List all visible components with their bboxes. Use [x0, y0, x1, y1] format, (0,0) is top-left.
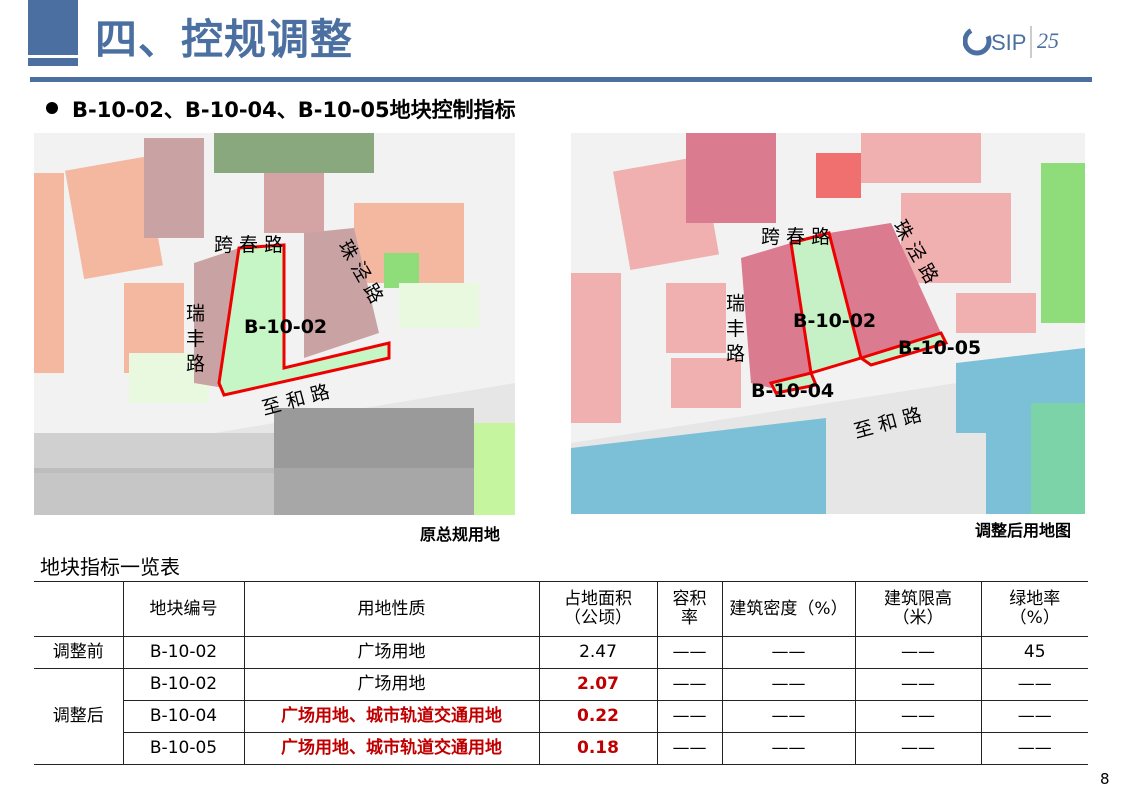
subtitle-text: B-10-02、B-10-04、B-10-05地块控制指标: [72, 98, 516, 122]
height-limit: ——: [854, 732, 982, 765]
area: 2.47: [538, 636, 658, 669]
header-block-small: [28, 58, 78, 66]
table-row: 调整前 B-10-02 广场用地 2.47 —— —— —— 45: [34, 636, 1088, 669]
density: ——: [721, 668, 856, 701]
land-use: 广场用地: [243, 668, 540, 701]
map-caption-original: 原总规用地: [420, 525, 501, 544]
road-label-kuachun: 跨 春 路: [761, 226, 830, 248]
parcel-id: B-10-02: [122, 636, 245, 669]
original-land-use-map: 跨 春 路 珠 泾 路 瑞 丰 路 至 和 路 B-10-02: [34, 133, 515, 515]
header-divider: [30, 77, 1092, 82]
logo-text: SIP: [991, 30, 1026, 55]
density: ——: [721, 636, 856, 669]
parcel-label-b1002: B-10-02: [793, 310, 876, 332]
bullet-icon: [46, 102, 58, 114]
adjusted-land-use-map: 跨 春 路 珠 泾 路 瑞 丰 路 至 和 路 B-10-02 B-10-04 …: [571, 133, 1085, 514]
land-use: 广场用地、城市轨道交通用地: [243, 732, 540, 765]
parcel-label-b1004: B-10-04: [751, 380, 834, 402]
green-ratio: 45: [980, 636, 1088, 669]
page-number: 8: [1100, 770, 1110, 788]
parcel-id: B-10-02: [122, 668, 245, 701]
header-block: [28, 0, 78, 55]
page-title: 四、控规调整: [95, 15, 354, 64]
green-ratio: ——: [980, 668, 1088, 701]
land-use: 广场用地、城市轨道交通用地: [243, 700, 540, 733]
land-use: 广场用地: [243, 636, 540, 669]
section-subtitle: B-10-02、B-10-04、B-10-05地块控制指标: [46, 94, 516, 124]
logo-mark: 25: [1037, 28, 1059, 53]
green-ratio: ——: [980, 732, 1088, 765]
header-cell: 建筑限高（米）: [854, 581, 982, 637]
parcel-label: B-10-02: [244, 316, 327, 338]
table-row: B-10-04 广场用地、城市轨道交通用地 0.22 —— —— —— ——: [34, 700, 1088, 733]
header-cell: [34, 581, 124, 637]
height-limit: ——: [854, 636, 982, 669]
height-limit: ——: [854, 700, 982, 733]
road-label-ruifeng: 瑞 丰 路: [183, 303, 205, 372]
green-ratio: ——: [980, 700, 1088, 733]
area: 0.22: [538, 700, 658, 733]
table-row: 调整后 B-10-02 广场用地 2.07 —— —— —— ——: [34, 668, 1088, 765]
map-caption-adjusted: 调整后用地图: [975, 521, 1072, 540]
far: ——: [656, 700, 723, 733]
far: ——: [656, 732, 723, 765]
header-cell: 建筑密度（%）: [721, 581, 856, 637]
group-cell: 调整前: [34, 636, 124, 669]
sip-logo: SIP 25: [963, 26, 1059, 58]
parcel-id: B-10-05: [123, 732, 245, 765]
area: 0.18: [538, 732, 658, 765]
height-limit: ——: [854, 668, 982, 701]
far: ——: [656, 636, 723, 669]
road-label-ruifeng: 瑞 丰 路: [723, 293, 745, 362]
header-cell: 用地性质: [243, 581, 540, 637]
header-cell: 占地面积（公顷）: [538, 581, 658, 637]
density: ——: [721, 700, 856, 733]
header-cell: 地块编号: [122, 581, 245, 637]
table-header-row: 地块编号 用地性质 占地面积（公顷） 容积率 建筑密度（%） 建筑限高（米） 绿…: [34, 581, 1088, 637]
header-cell: 容积率: [656, 581, 723, 637]
parcel-label-b1005: B-10-05: [898, 337, 981, 359]
table-row: B-10-05 广场用地、城市轨道交通用地 0.18 —— —— —— ——: [34, 732, 1088, 765]
header-cell: 绿地率（%）: [980, 581, 1088, 637]
area: 2.07: [538, 668, 658, 701]
road-label-kuachun: 跨 春 路: [214, 234, 283, 256]
far: ——: [656, 668, 723, 701]
parcel-id: B-10-04: [123, 700, 245, 733]
indicator-table: 地块编号 用地性质 占地面积（公顷） 容积率 建筑密度（%） 建筑限高（米） 绿…: [34, 581, 1088, 765]
group-cell: 调整后: [34, 668, 124, 765]
table-title: 地块指标一览表: [40, 555, 180, 579]
density: ——: [721, 732, 856, 765]
